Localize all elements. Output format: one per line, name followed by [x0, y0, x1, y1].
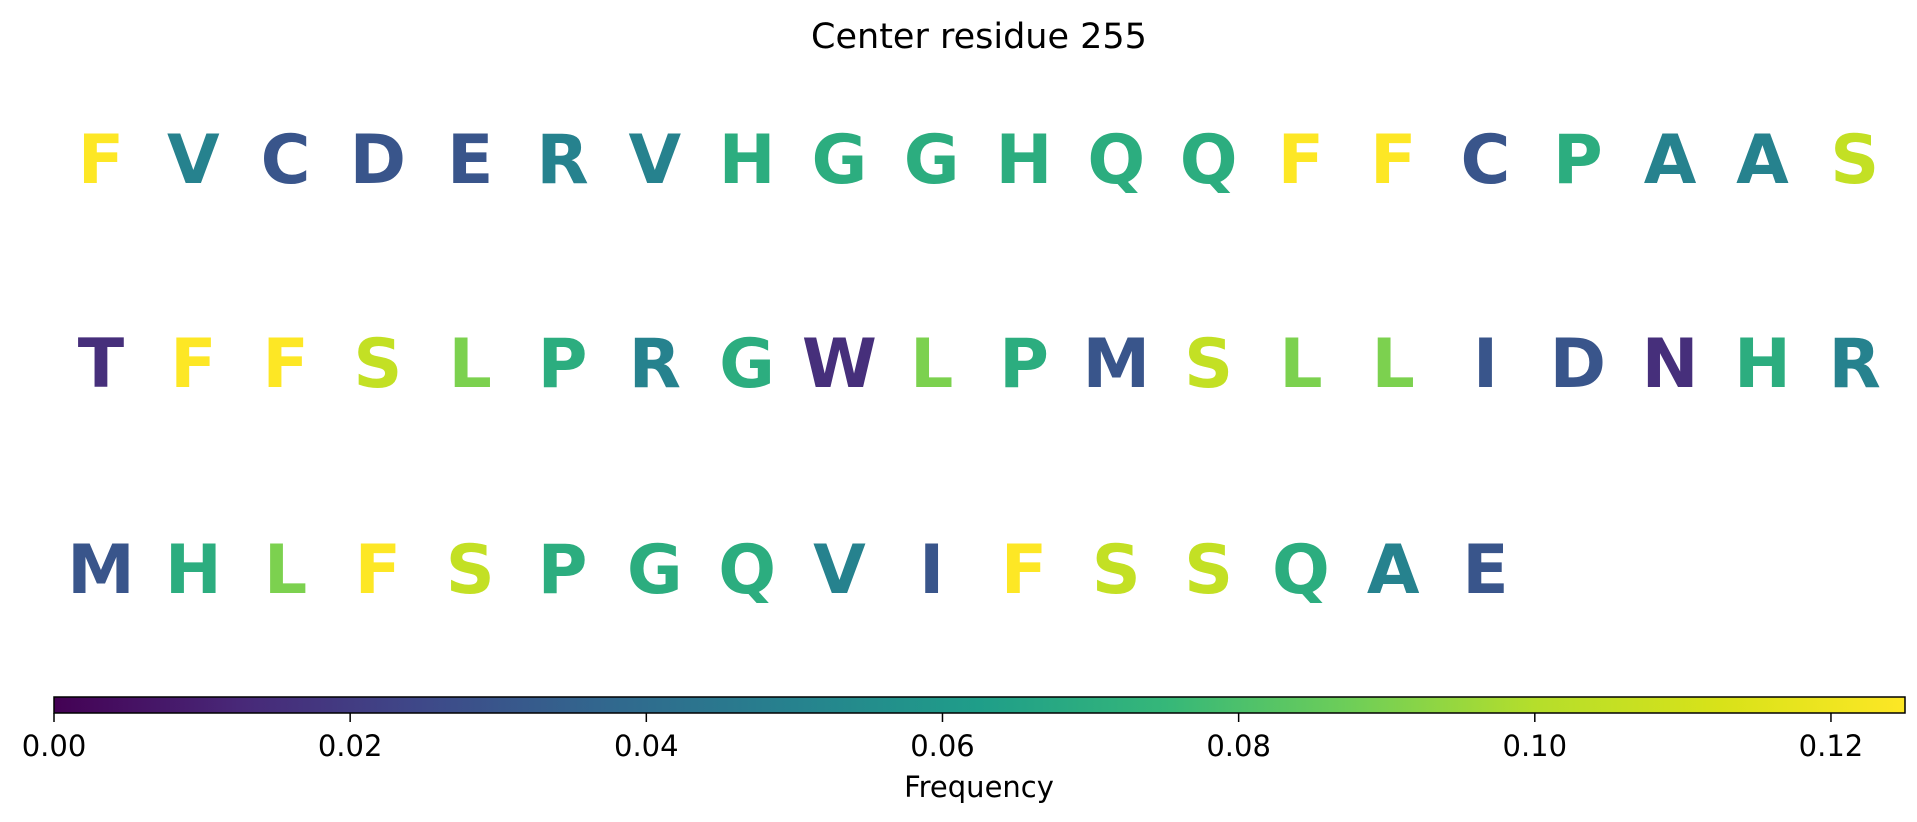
residue-letter: I — [1473, 325, 1498, 404]
colorbar-tick-label: 0.00 — [22, 729, 87, 763]
residue-letter: P — [538, 325, 588, 404]
colorbar-tick-label: 0.12 — [1799, 729, 1864, 763]
chart-title: Center residue 255 — [811, 17, 1147, 57]
residue-letter: H — [165, 531, 222, 610]
residue-letter: L — [1372, 325, 1415, 404]
residue-letter: M — [67, 531, 135, 610]
residue-letter: A — [1367, 531, 1420, 610]
residue-letter: Q — [1087, 121, 1145, 200]
residue-letter: L — [449, 325, 492, 404]
colorbar-tick-label: 0.04 — [614, 729, 679, 763]
colorbar-gradient — [53, 696, 1906, 714]
colorbar-tick-label: 0.06 — [910, 729, 975, 763]
residue-letter: E — [1462, 531, 1508, 610]
residue-letter: P — [538, 531, 588, 610]
residue-letter: V — [813, 531, 866, 610]
residue-letter: S — [1830, 121, 1879, 200]
residue-letter: F — [1370, 121, 1416, 200]
residue-letter: R — [629, 325, 681, 404]
residue-letter: F — [262, 325, 308, 404]
residue-letter: F — [1001, 531, 1047, 610]
residue-letter: R — [1829, 325, 1881, 404]
residue-letter: W — [802, 325, 877, 404]
colorbar-ticks: 0.00 0.02 0.04 0.06 0.08 0.10 0.12 — [22, 713, 1864, 763]
colorbar-tick-label: 0.08 — [1206, 729, 1271, 763]
colorbar-label: Frequency — [904, 770, 1054, 804]
residue-letter: D — [1550, 325, 1606, 404]
residue-letter: V — [167, 121, 220, 200]
residue-letter: I — [919, 531, 944, 610]
residue-letter: H — [996, 121, 1053, 200]
residue-letter: G — [904, 121, 960, 200]
residue-letter: F — [170, 325, 216, 404]
residue-letter: Q — [1180, 121, 1238, 200]
sequence-letters: F V C D E R V H G G H Q Q F F C P A A ST F F S L P R G W L P M S L L I D N H R… — [67, 121, 1881, 610]
colorbar-tick-label: 0.02 — [318, 729, 383, 763]
residue-letter: D — [350, 121, 406, 200]
residue-letter: S — [1184, 325, 1233, 404]
residue-letter: H — [719, 121, 776, 200]
residue-letter: L — [1279, 325, 1322, 404]
residue-letter: G — [811, 121, 867, 200]
residue-letter: C — [261, 121, 311, 200]
residue-letter: S — [1092, 531, 1141, 610]
residue-letter: F — [1278, 121, 1324, 200]
colorbar-tick-label: 0.10 — [1503, 729, 1568, 763]
residue-letter: G — [627, 531, 683, 610]
residue-letter: A — [1644, 121, 1697, 200]
residue-letter: V — [628, 121, 681, 200]
residue-letter: S — [1184, 531, 1233, 610]
residue-letter: L — [910, 325, 953, 404]
residue-letter: T — [78, 325, 125, 404]
residue-letter: F — [355, 531, 401, 610]
residue-letter: S — [353, 325, 402, 404]
residue-letter: P — [1553, 121, 1603, 200]
residue-letter: A — [1736, 121, 1789, 200]
residue-letter: N — [1642, 325, 1699, 404]
residue-letter: C — [1461, 121, 1511, 200]
residue-letter: M — [1082, 325, 1150, 404]
residue-letter: Q — [718, 531, 776, 610]
residue-letter: Q — [1272, 531, 1330, 610]
residue-letter: R — [536, 121, 588, 200]
residue-letter: S — [446, 531, 495, 610]
residue-letter: F — [78, 121, 124, 200]
residue-letter: E — [447, 121, 493, 200]
residue-letter: G — [719, 325, 775, 404]
residue-letter: H — [1734, 325, 1791, 404]
colorbar: 0.00 0.02 0.04 0.06 0.08 0.10 0.12 Frequency — [22, 696, 1906, 804]
residue-letter: L — [264, 531, 307, 610]
residue-letter: P — [999, 325, 1049, 404]
